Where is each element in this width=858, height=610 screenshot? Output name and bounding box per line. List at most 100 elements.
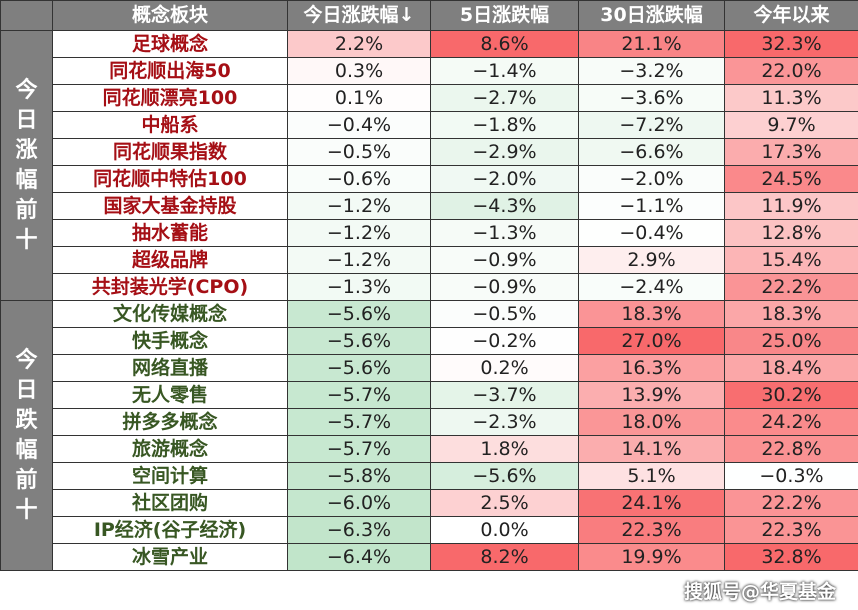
value-cell: 16.3% xyxy=(578,354,725,382)
value-cell: 2.5% xyxy=(430,489,579,517)
value-cell: −0.9% xyxy=(430,273,579,301)
table-row: 网络直播 −5.6% 0.2% 16.3% 18.4% xyxy=(1,354,858,382)
value-cell: 0.1% xyxy=(287,84,431,112)
value-cell: −6.0% xyxy=(287,489,431,517)
value-cell: 8.6% xyxy=(430,30,579,58)
value-cell: 0.0% xyxy=(430,516,579,544)
value-cell: −5.6% xyxy=(287,327,431,355)
header-row: 概念板块 今日涨跌幅↓ 5日涨跌幅 30日涨跌幅 今年以来 xyxy=(0,0,858,31)
concept-name: 同花顺漂亮100 xyxy=(52,84,288,112)
table-row: 同花顺中特估100 −0.6% −2.0% −2.0% 24.5% xyxy=(1,165,858,193)
value-cell: 2.2% xyxy=(287,30,431,58)
value-cell: 22.3% xyxy=(578,516,725,544)
value-cell: 17.3% xyxy=(724,138,858,166)
value-cell: 32.8% xyxy=(724,543,858,571)
value-cell: 0.3% xyxy=(287,57,431,85)
value-cell: −1.1% xyxy=(578,192,725,220)
value-cell: 11.9% xyxy=(724,192,858,220)
value-cell: 22.0% xyxy=(724,57,858,85)
value-cell: −5.6% xyxy=(287,300,431,328)
header-corner xyxy=(0,0,53,31)
concept-name: 足球概念 xyxy=(52,30,288,58)
value-cell: −0.4% xyxy=(287,111,431,139)
concept-name: 同花顺果指数 xyxy=(52,138,288,166)
table-row: 国家大基金持股 −1.2% −4.3% −1.1% 11.9% xyxy=(1,192,858,220)
value-cell: −0.6% xyxy=(287,165,431,193)
value-cell: 0.2% xyxy=(430,354,579,382)
value-cell: 24.2% xyxy=(724,408,858,436)
value-cell: −5.7% xyxy=(287,381,431,409)
value-cell: −1.2% xyxy=(287,246,431,274)
value-cell: −5.6% xyxy=(430,462,579,490)
concept-name: 超级品牌 xyxy=(52,246,288,274)
value-cell: −2.7% xyxy=(430,84,579,112)
table-row: 社区团购 −6.0% 2.5% 24.1% 22.2% xyxy=(1,489,858,517)
value-cell: −1.2% xyxy=(287,219,431,247)
table-row: 快手概念 −5.6% −0.2% 27.0% 25.0% xyxy=(1,327,858,355)
value-cell: 15.4% xyxy=(724,246,858,274)
header-today[interactable]: 今日涨跌幅↓ xyxy=(287,0,431,31)
value-cell: −2.0% xyxy=(578,165,725,193)
table-row: 共封装光学(CPO) −1.3% −0.9% −2.4% 22.2% xyxy=(1,273,858,301)
value-cell: 25.0% xyxy=(724,327,858,355)
value-cell: −5.8% xyxy=(287,462,431,490)
value-cell: −7.2% xyxy=(578,111,725,139)
value-cell: −0.3% xyxy=(724,462,858,490)
value-cell: −0.9% xyxy=(430,246,579,274)
value-cell: 27.0% xyxy=(578,327,725,355)
table-row: 同花顺出海50 0.3% −1.4% −3.2% 22.0% xyxy=(1,57,858,85)
value-cell: 18.3% xyxy=(724,300,858,328)
concept-name: 空间计算 xyxy=(52,462,288,490)
value-cell: 5.1% xyxy=(578,462,725,490)
table-row: 今日涨幅前十 足球概念 2.2% 8.6% 21.1% 32.3% xyxy=(0,30,858,301)
value-cell: −0.5% xyxy=(430,300,579,328)
concept-name: 快手概念 xyxy=(52,327,288,355)
value-cell: 22.8% xyxy=(724,435,858,463)
value-cell: 8.2% xyxy=(430,543,579,571)
table-row: 冰雪产业 −6.4% 8.2% 19.9% 32.8% xyxy=(1,543,858,571)
header-30d[interactable]: 30日涨跌幅 xyxy=(578,0,725,31)
table-row: 空间计算 −5.8% −5.6% 5.1% −0.3% xyxy=(1,462,858,490)
value-cell: 18.0% xyxy=(578,408,725,436)
header-ytd[interactable]: 今年以来 xyxy=(724,0,858,31)
value-cell: 12.8% xyxy=(724,219,858,247)
concept-name: 抽水蓄能 xyxy=(52,219,288,247)
value-cell: 30.2% xyxy=(724,381,858,409)
value-cell: −1.4% xyxy=(430,57,579,85)
value-cell: −2.4% xyxy=(578,273,725,301)
table-row: 同花顺果指数 −0.5% −2.9% −6.6% 17.3% xyxy=(1,138,858,166)
value-cell: −5.7% xyxy=(287,435,431,463)
value-cell: 22.2% xyxy=(724,489,858,517)
value-cell: 22.2% xyxy=(724,273,858,301)
concept-name: 旅游概念 xyxy=(52,435,288,463)
header-name: 概念板块 xyxy=(52,0,288,31)
value-cell: 11.3% xyxy=(724,84,858,112)
value-cell: −1.8% xyxy=(430,111,579,139)
value-cell: 13.9% xyxy=(578,381,725,409)
value-cell: 18.3% xyxy=(578,300,725,328)
value-cell: −1.2% xyxy=(287,192,431,220)
table-row: 拼多多概念 −5.7% −2.3% 18.0% 24.2% xyxy=(1,408,858,436)
value-cell: −1.3% xyxy=(430,219,579,247)
value-cell: −5.6% xyxy=(287,354,431,382)
concept-name: 社区团购 xyxy=(52,489,288,517)
value-cell: −2.0% xyxy=(430,165,579,193)
table-row: IP经济(谷子经济) −6.3% 0.0% 22.3% 22.3% xyxy=(1,516,858,544)
concept-name: 同花顺中特估100 xyxy=(52,165,288,193)
concept-name: 冰雪产业 xyxy=(52,543,288,571)
table-row: 旅游概念 −5.7% 1.8% 14.1% 22.8% xyxy=(1,435,858,463)
value-cell: −0.2% xyxy=(430,327,579,355)
value-cell: −1.3% xyxy=(287,273,431,301)
table-row: 超级品牌 −1.2% −0.9% 2.9% 15.4% xyxy=(1,246,858,274)
header-5d[interactable]: 5日涨跌幅 xyxy=(430,0,579,31)
concept-name: 拼多多概念 xyxy=(52,408,288,436)
value-cell: 19.9% xyxy=(578,543,725,571)
concept-name: 共封装光学(CPO) xyxy=(52,273,288,301)
table-row: 今日跌幅前十 文化传媒概念 −5.6% −0.5% 18.3% 18.3% xyxy=(0,300,858,571)
value-cell: 9.7% xyxy=(724,111,858,139)
value-cell: 24.5% xyxy=(724,165,858,193)
value-cell: −0.5% xyxy=(287,138,431,166)
value-cell: 32.3% xyxy=(724,30,858,58)
value-cell: 1.8% xyxy=(430,435,579,463)
value-cell: −3.7% xyxy=(430,381,579,409)
